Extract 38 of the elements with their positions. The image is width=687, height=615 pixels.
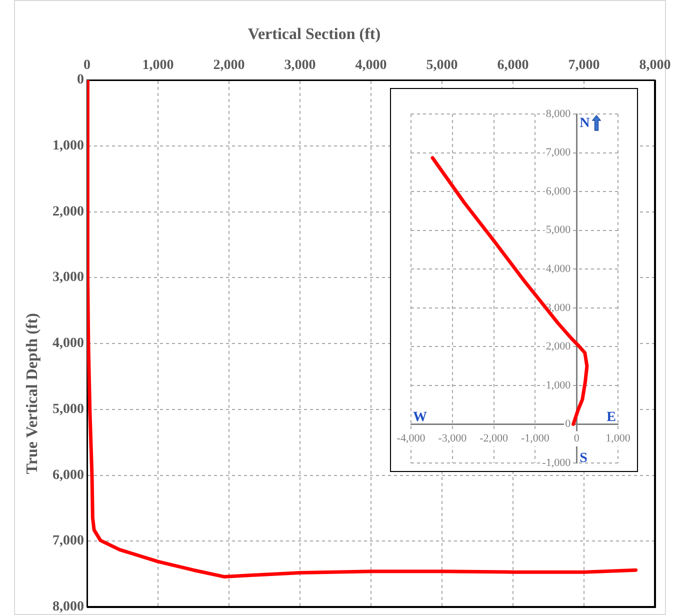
y-tick-label: 3,000 xyxy=(52,270,84,286)
y-tick-label: 5,000 xyxy=(52,402,84,417)
y-tick-label: 8,000 xyxy=(52,600,84,615)
x-tick-label: 2,000 xyxy=(213,58,245,74)
y-tick-label: 4,000 xyxy=(546,263,572,275)
y-tick-label: 7,000 xyxy=(52,534,84,549)
y-tick-label: 0 xyxy=(77,72,84,88)
y-tick-label: -1,000 xyxy=(542,456,572,469)
x-tick-label: 1,000 xyxy=(606,432,631,445)
y-tick-label: 5,000 xyxy=(546,224,572,236)
x-tick-label: -1,000 xyxy=(520,432,550,445)
x-axis-title: Vertical Section (ft) xyxy=(248,26,381,44)
y-tick-label: 2,000 xyxy=(52,204,84,220)
y-tick-label: 0 xyxy=(565,418,572,430)
annotation: N xyxy=(580,116,590,131)
x-tick-label: -2,000 xyxy=(480,432,508,445)
annotation: S xyxy=(580,451,588,466)
y-tick-label: 8,000 xyxy=(546,108,572,120)
x-tick-label: -4,000 xyxy=(396,432,426,445)
x-tick-label: 1,000 xyxy=(142,58,174,74)
y-axis-title: True Vertical Depth (ft) xyxy=(24,313,42,474)
y-tick-label: 4,000 xyxy=(52,336,84,352)
y-tick-label: 7,000 xyxy=(546,146,572,159)
x-tick-label: -3,000 xyxy=(438,432,468,445)
y-tick-label: 2,000 xyxy=(546,340,572,353)
annotation: E xyxy=(606,410,616,426)
x-tick-label: 5,000 xyxy=(426,58,458,74)
x-tick-label: 0 xyxy=(574,432,580,445)
annotation: W xyxy=(413,410,427,426)
x-tick-label: 6,000 xyxy=(497,58,529,74)
y-tick-label: 6,000 xyxy=(546,185,572,198)
y-tick-label: 1,000 xyxy=(546,379,572,392)
x-tick-label: 7,000 xyxy=(568,58,600,74)
x-tick-label: 3,000 xyxy=(284,58,316,74)
x-tick-label: 4,000 xyxy=(355,58,387,74)
x-tick-label: 8,000 xyxy=(639,58,671,74)
y-tick-label: 6,000 xyxy=(52,468,84,483)
y-tick-label: 1,000 xyxy=(52,138,84,154)
